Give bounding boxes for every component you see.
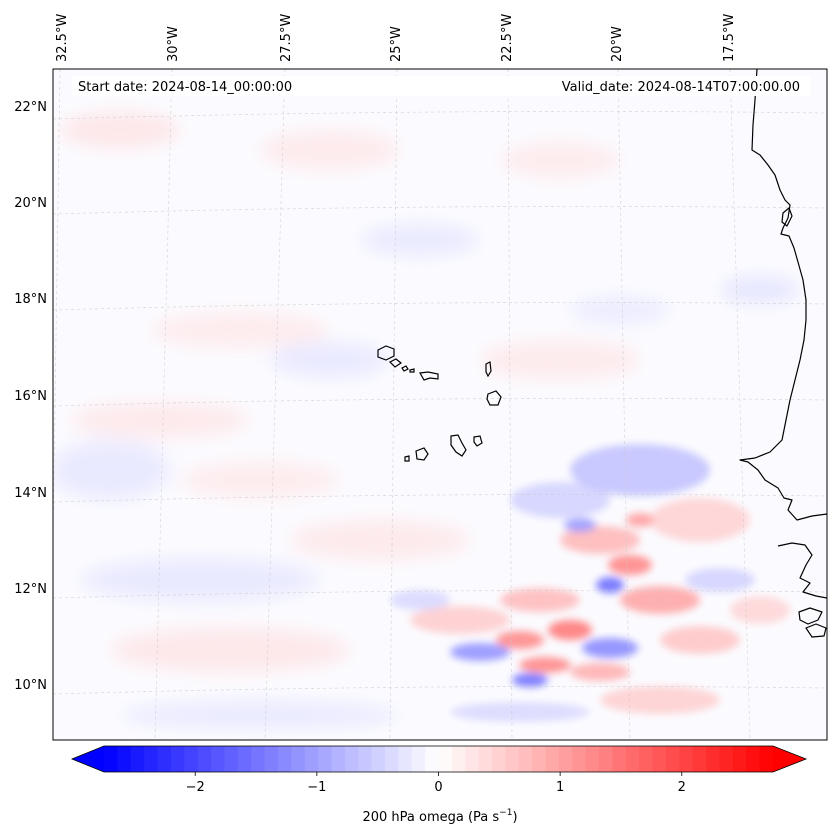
colorbar-band: [652, 746, 667, 772]
colorbar-band: [251, 746, 266, 772]
colorbar-band: [411, 746, 426, 772]
longitude-labels: 32.5°W 30°W 27.5°W 25°W 22.5°W 20°W 17.5…: [55, 14, 737, 62]
brava-island: [404, 455, 410, 462]
lat-label: 14°N: [14, 486, 47, 501]
boa-vista-island: [486, 390, 502, 406]
santiago-island: [450, 434, 467, 457]
colorbar-band: [746, 746, 761, 772]
colorbar-band: [545, 746, 560, 772]
colorbar-outline: [70, 745, 808, 773]
cape-verde-islands: [377, 345, 502, 462]
lat-label: 20°N: [14, 196, 47, 211]
lat-label: 22°N: [14, 100, 47, 115]
colorbar-band: [170, 746, 185, 772]
colorbar-band: [719, 746, 734, 772]
colorbar-band: [224, 746, 239, 772]
colorbar-band: [277, 746, 292, 772]
colorbar-tick-label: 1: [556, 780, 564, 795]
colorbar-extend-max: [773, 746, 806, 772]
lon-label: 20°W: [610, 26, 625, 62]
lon-label: 27.5°W: [279, 14, 294, 62]
fogo-island: [415, 447, 429, 461]
colorbar-band: [197, 746, 212, 772]
colorbar-band: [599, 746, 614, 772]
colorbar-tick-label: 2: [678, 780, 686, 795]
sao-nicolau-island: [419, 371, 439, 381]
west-africa-coastline: [739, 69, 827, 521]
lon-label: 32.5°W: [55, 14, 70, 62]
colorbar-band: [344, 746, 359, 772]
colorbar-tick-label: −2: [186, 780, 205, 795]
colorbar-band: [237, 746, 252, 772]
colorbar-band: [665, 746, 680, 772]
start-date-label: Start date: 2024-08-14_00:00:00: [78, 80, 292, 95]
colorbar-band: [144, 746, 159, 772]
colorbar-extend-min: [72, 746, 104, 772]
colorbar-band: [318, 746, 333, 772]
colorbar-band: [304, 746, 319, 772]
colorbar-ticks: −2 −1 0 1 2: [186, 772, 686, 795]
colorbar-band: [264, 746, 279, 772]
colorbar-band: [117, 746, 132, 772]
colorbar-band: [679, 746, 694, 772]
colorbar-band: [759, 746, 774, 772]
lon-label: 30°W: [166, 26, 181, 62]
colorbar-band: [384, 746, 399, 772]
colorbar-band: [612, 746, 627, 772]
lon-label: 17.5°W: [722, 14, 737, 62]
lon-label: 25°W: [389, 26, 404, 62]
colorbar-band: [398, 746, 413, 772]
colorbar-band: [732, 746, 747, 772]
colorbar-band: [585, 746, 600, 772]
lat-label: 18°N: [14, 292, 47, 307]
lat-label: 12°N: [14, 582, 47, 597]
lat-label: 10°N: [14, 678, 47, 693]
map-panel: Start date: 2024-08-14_00:00:00 Valid_da…: [52, 68, 828, 741]
colorbar-band: [478, 746, 493, 772]
colorbar-band: [625, 746, 640, 772]
colorbar-band: [438, 746, 453, 772]
colorbar-band: [425, 746, 440, 772]
colorbar: −2 −1 0 1 2 200 hPa omega (Pa s−1): [70, 745, 808, 825]
colorbar-band: [331, 746, 346, 772]
lat-label: 16°N: [14, 389, 47, 404]
omega-field: [53, 69, 827, 740]
valid-date-label: Valid_date: 2024-08-14T07:00:00.00: [562, 80, 800, 95]
colorbar-tick-label: −1: [307, 780, 326, 795]
latitude-labels: 22°N 20°N 18°N 16°N 14°N 12°N 10°N: [14, 100, 47, 693]
graticule: [53, 69, 827, 740]
colorbar-band: [451, 746, 466, 772]
map-frame: [52, 68, 828, 741]
colorbar-band: [639, 746, 654, 772]
colorbar-band: [130, 746, 145, 772]
date-banner: [72, 76, 810, 96]
colorbar-tick-label: 0: [434, 780, 442, 795]
maio-island: [473, 435, 483, 447]
lon-label: 22.5°W: [500, 14, 515, 62]
colorbar-band: [371, 746, 386, 772]
colorbar-band: [157, 746, 172, 772]
colorbar-band: [291, 746, 306, 772]
colorbar-band: [184, 746, 199, 772]
sal-island: [485, 361, 492, 378]
coastlines: [739, 69, 827, 638]
colorbar-band: [211, 746, 226, 772]
colorbar-band: [572, 746, 587, 772]
santo-antao-island: [377, 345, 395, 361]
colorbar-band: [558, 746, 573, 772]
colorbar-band: [706, 746, 721, 772]
colorbar-band: [692, 746, 707, 772]
colorbar-band: [358, 746, 373, 772]
colorbar-band: [492, 746, 506, 772]
colorbar-band: [532, 746, 547, 772]
colorbar-label: 200 hPa omega (Pa s−1): [362, 808, 517, 825]
colorbar-bands: [72, 746, 806, 772]
colorbar-band: [505, 746, 520, 772]
colorbar-band: [465, 746, 480, 772]
colorbar-band: [104, 746, 118, 772]
sao-vicente-island: [388, 358, 403, 368]
colorbar-band: [518, 746, 533, 772]
